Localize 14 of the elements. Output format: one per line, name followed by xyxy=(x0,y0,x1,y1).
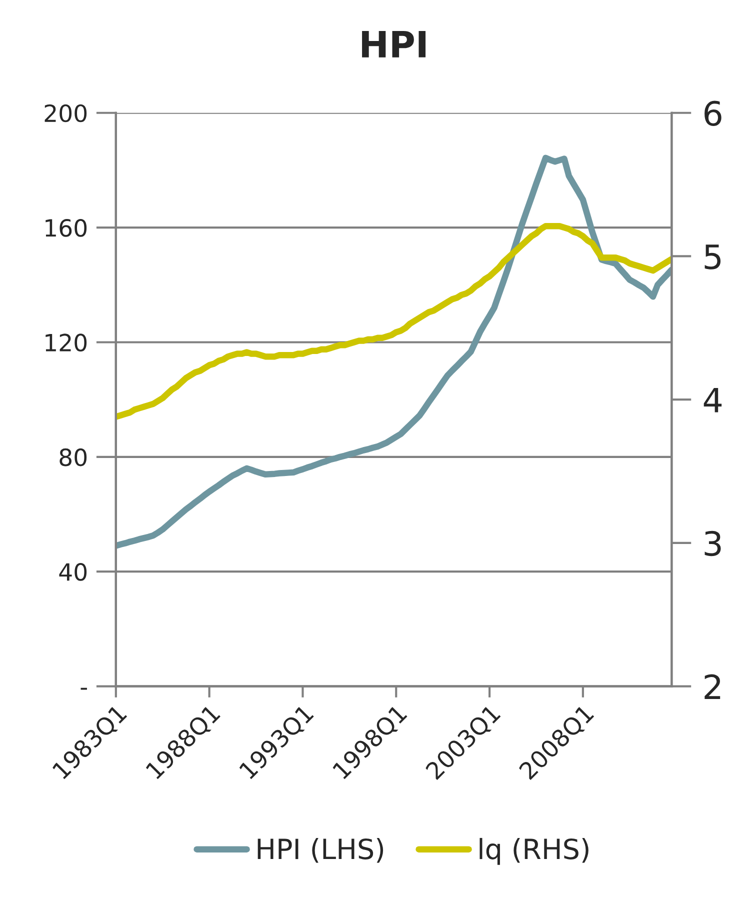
y2-tick-label: 4 xyxy=(704,388,722,412)
y2-tick-label: 5 xyxy=(704,244,721,270)
y-tick-label: 160 xyxy=(46,219,87,237)
y-tick-label: 200 xyxy=(44,104,87,122)
chart-title: HPI xyxy=(362,30,426,58)
legend-label: HPI (LHS) xyxy=(258,838,384,863)
y2-tick-label: 2 xyxy=(704,674,720,699)
y-tick-label: 120 xyxy=(46,334,87,352)
y-tick-label: 40 xyxy=(59,563,87,581)
y-tick-label: - xyxy=(80,688,87,690)
y2-tick-label: 6 xyxy=(704,100,722,126)
y-tick-label: 80 xyxy=(60,448,87,466)
y2-tick-label: 3 xyxy=(704,530,721,556)
legend-label: lq (RHS) xyxy=(480,838,588,865)
